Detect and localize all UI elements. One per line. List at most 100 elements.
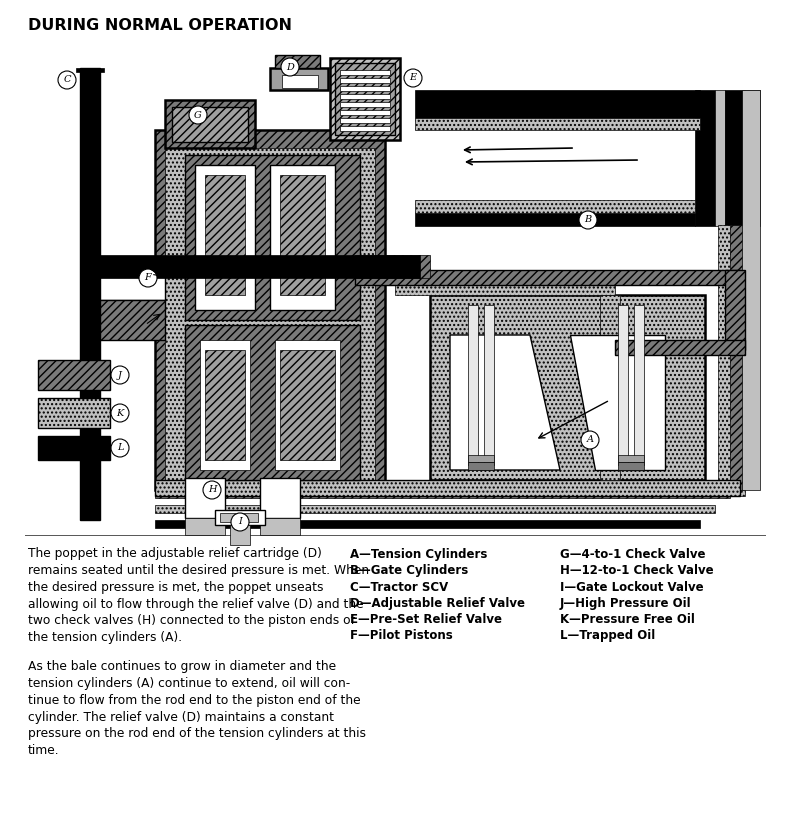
Polygon shape [725,90,745,226]
Polygon shape [618,305,628,465]
Polygon shape [355,270,740,285]
Polygon shape [38,360,110,390]
Circle shape [111,366,129,384]
Text: C—Tractor SCV: C—Tractor SCV [350,581,448,594]
Text: F—Pilot Pistons: F—Pilot Pistons [350,630,453,642]
Text: two check valves (H) connected to the piston ends of: two check valves (H) connected to the pi… [28,614,355,627]
Polygon shape [165,148,375,480]
Polygon shape [340,102,390,107]
Text: B—Gate Cylinders: B—Gate Cylinders [350,564,468,578]
Text: E—Pre-Set Relief Valve: E—Pre-Set Relief Valve [350,614,502,626]
Polygon shape [215,510,265,525]
Text: time.: time. [28,744,59,757]
Polygon shape [205,175,245,295]
Text: J: J [118,371,122,380]
Polygon shape [615,340,745,355]
Polygon shape [230,525,250,545]
Text: E: E [409,74,416,83]
Polygon shape [484,305,494,465]
Polygon shape [355,255,430,278]
Text: K—Pressure Free Oil: K—Pressure Free Oil [560,614,695,626]
Text: D—Adjustable Relief Valve: D—Adjustable Relief Valve [350,597,525,610]
Polygon shape [220,513,258,522]
Polygon shape [172,107,248,142]
Polygon shape [38,398,110,428]
Text: tinue to flow from the rod end to the piston end of the: tinue to flow from the rod end to the pi… [28,694,360,707]
Polygon shape [155,130,385,490]
Polygon shape [340,94,390,99]
Polygon shape [468,462,494,470]
Polygon shape [80,255,420,278]
Polygon shape [618,455,644,462]
Text: remains seated until the desired pressure is met. When: remains seated until the desired pressur… [28,564,369,577]
Text: As the bale continues to grow in diameter and the: As the bale continues to grow in diamete… [28,660,336,673]
Polygon shape [618,462,644,470]
Polygon shape [185,518,225,535]
Text: the tension cylinders (A).: the tension cylinders (A). [28,631,182,645]
Circle shape [579,211,597,229]
Polygon shape [730,225,745,490]
Polygon shape [80,68,100,520]
Circle shape [139,269,157,287]
Polygon shape [395,278,615,295]
Polygon shape [195,165,255,310]
Text: H: H [208,486,216,495]
Polygon shape [330,58,400,140]
Polygon shape [468,305,478,465]
Polygon shape [468,455,494,462]
Polygon shape [100,262,165,300]
Text: the desired pressure is met, the poppet unseats: the desired pressure is met, the poppet … [28,581,323,594]
Polygon shape [165,100,255,148]
Polygon shape [100,300,165,340]
Text: A—Tension Cylinders: A—Tension Cylinders [350,548,487,561]
Text: G: G [194,110,202,119]
Polygon shape [280,350,335,460]
Text: B: B [585,215,592,224]
Polygon shape [270,68,328,90]
Polygon shape [634,305,644,465]
Polygon shape [695,90,715,226]
Polygon shape [200,340,250,470]
Circle shape [111,439,129,457]
Text: D: D [286,62,294,71]
Polygon shape [270,165,335,310]
Text: DURING NORMAL OPERATION: DURING NORMAL OPERATION [28,18,292,33]
Text: F: F [145,273,152,282]
Polygon shape [38,436,110,460]
Polygon shape [600,295,620,480]
Text: allowing oil to flow through the relief valve (D) and the: allowing oil to flow through the relief … [28,598,363,610]
Text: I—Gate Lockout Valve: I—Gate Lockout Valve [560,581,704,594]
Circle shape [281,58,299,76]
Polygon shape [745,90,760,226]
Polygon shape [340,78,390,83]
Circle shape [581,431,599,449]
Text: tension cylinders (A) continue to extend, oil will con-: tension cylinders (A) continue to extend… [28,676,350,690]
Polygon shape [260,518,300,535]
Polygon shape [415,90,700,118]
Polygon shape [76,68,104,72]
Polygon shape [415,118,700,130]
Polygon shape [260,478,300,518]
Text: I: I [238,518,242,527]
Polygon shape [340,86,390,91]
Circle shape [203,481,221,499]
Polygon shape [185,325,360,480]
Polygon shape [340,126,390,131]
Polygon shape [340,118,390,123]
Text: J—High Pressure Oil: J—High Pressure Oil [560,597,691,610]
Polygon shape [340,70,390,75]
Circle shape [189,106,207,124]
Text: H—12-to-1 Check Valve: H—12-to-1 Check Valve [560,564,713,578]
Polygon shape [725,285,745,496]
Polygon shape [185,155,360,320]
Text: A: A [586,435,593,444]
Polygon shape [155,505,715,513]
Polygon shape [715,90,725,226]
Text: The poppet in the adjustable relief cartridge (D): The poppet in the adjustable relief cart… [28,547,322,560]
Text: K: K [116,408,123,417]
Polygon shape [415,200,695,213]
Circle shape [231,513,249,531]
Polygon shape [718,225,740,495]
Polygon shape [570,335,665,470]
Text: L—Trapped Oil: L—Trapped Oil [560,630,655,642]
